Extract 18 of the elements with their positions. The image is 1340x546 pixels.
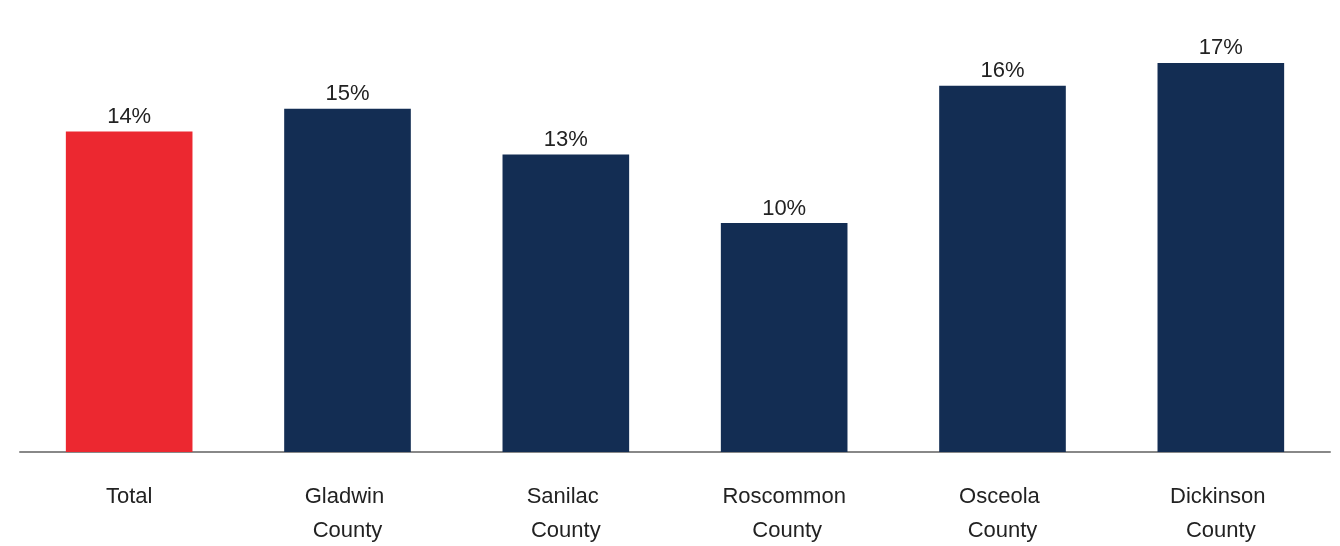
bar [720, 223, 848, 452]
x-tick-label: Total [105, 482, 153, 508]
bar [65, 131, 193, 452]
data-label: 10% [762, 194, 807, 220]
x-tick-label: Osceola County [959, 482, 1046, 542]
bar [284, 108, 411, 452]
bar [939, 85, 1066, 452]
x-tick-label: Dickinson County [1170, 482, 1272, 542]
x-tick-label: Gladwin County [304, 482, 391, 542]
data-label: 14% [107, 103, 152, 129]
bar [1157, 62, 1285, 452]
x-tick-label: Roscommon County [722, 482, 846, 542]
data-label: 17% [1198, 34, 1243, 60]
x-tick-label: Sanilac County [526, 482, 605, 542]
bar [502, 154, 630, 452]
data-label: 15% [325, 80, 370, 106]
data-label: 13% [543, 125, 588, 151]
data-label: 16% [980, 57, 1025, 83]
